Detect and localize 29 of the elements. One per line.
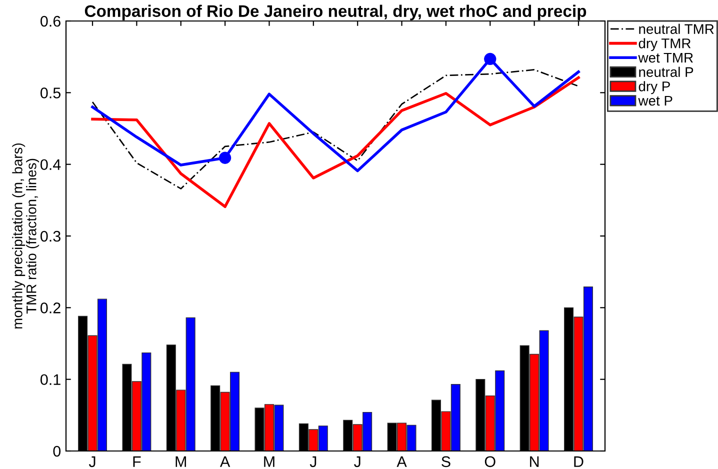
x-tick-label: S (442, 456, 450, 468)
y-tick-label: 0.3 (40, 230, 60, 242)
x-tick-label: D (574, 456, 584, 467)
chart-title: Comparison of Rio De Janeiro neutral, dry, wet rhoC and precip (84, 4, 586, 20)
legend-label: neutral TMR (639, 24, 714, 34)
x-tick-label: F (133, 456, 141, 467)
legend-label: wet P (638, 96, 672, 106)
x-tick-label: A (396, 456, 407, 467)
y-tick-label: 0 (53, 446, 61, 457)
y-tick-label: 0.4 (40, 159, 61, 170)
x-tick-label: A (220, 456, 230, 467)
legend-label: wet TMR (638, 52, 693, 63)
legend-label: neutral P (639, 66, 694, 77)
x-tick-label: O (484, 456, 496, 468)
x-tick-label: M (176, 456, 186, 467)
line-series (91, 76, 580, 208)
legend-label: dry P (638, 81, 670, 94)
y-axis-title: monthly precipitation (m, bars) TMR ratio (fraction, lines) (12, 143, 40, 328)
y-tick-label: 0.6 (40, 16, 60, 27)
x-tick-label: J (354, 456, 360, 468)
x-tick-label: N (530, 456, 539, 467)
line-series (92, 69, 580, 190)
x-tick-label: J (88, 456, 96, 468)
y-tick-label: 0.5 (40, 88, 60, 98)
y-tick-label: 0.1 (40, 374, 60, 386)
legend-label: dry TMR (638, 38, 691, 52)
y-tick-label: 0.2 (40, 302, 60, 314)
x-tick-label: M (264, 456, 274, 467)
x-tick-label: J (310, 456, 316, 468)
